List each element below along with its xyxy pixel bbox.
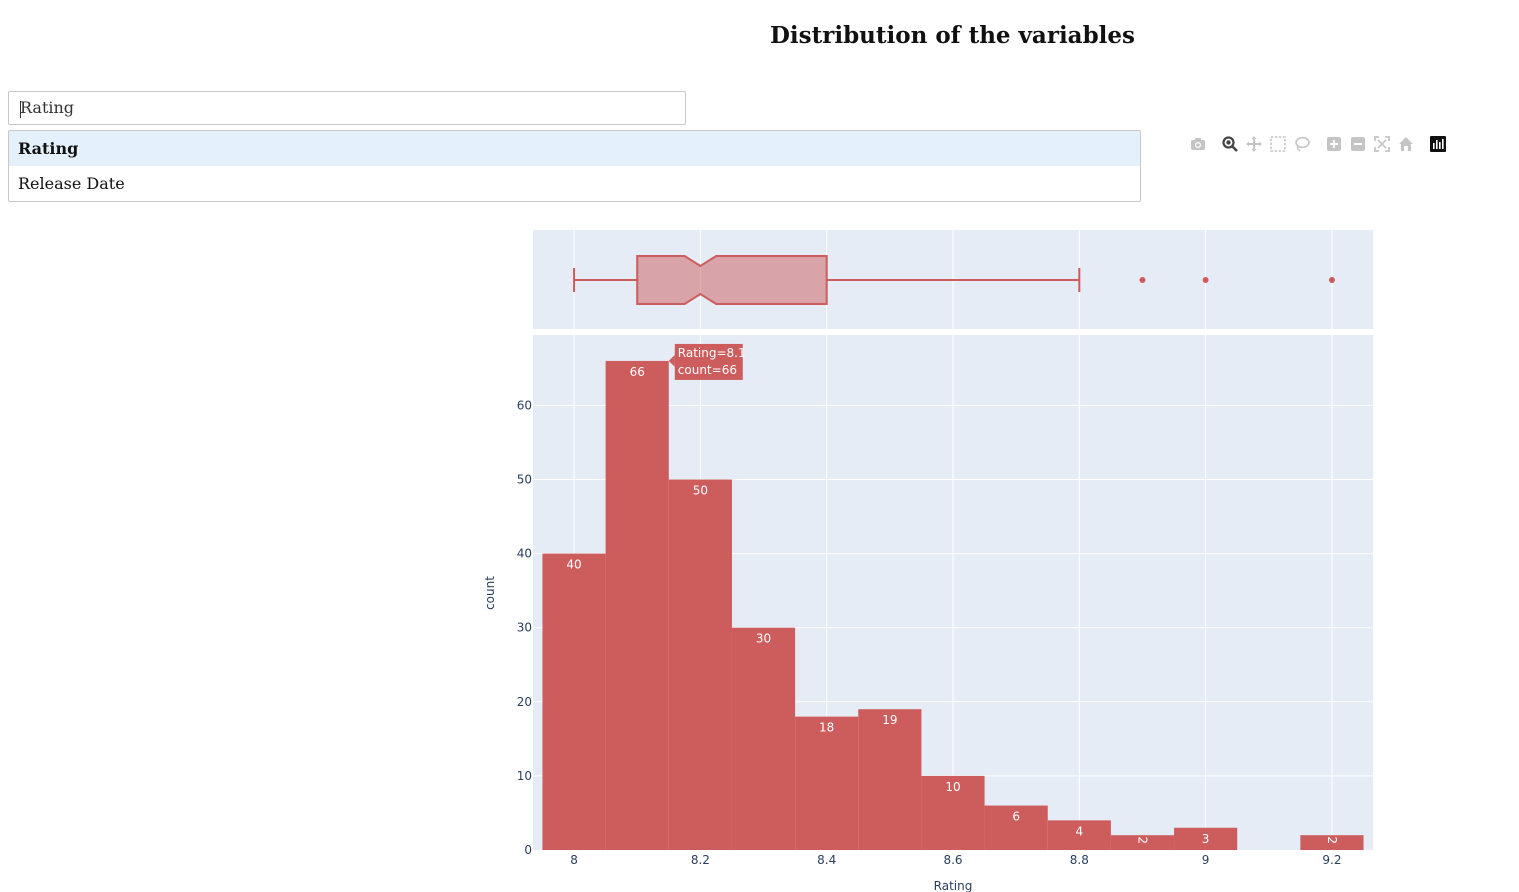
y-tick-label: 60 (517, 398, 532, 412)
dropdown-value: Rating (20, 98, 75, 117)
box-outlier-point (1139, 277, 1146, 283)
tooltip-line-rating: Rating=8.1 (678, 346, 746, 360)
camera-icon[interactable] (1190, 136, 1206, 152)
page-title: Distribution of the variables (769, 22, 1135, 49)
bar-value-label: 40 (566, 558, 581, 572)
bar-value-label: 30 (756, 632, 771, 646)
tooltip-pointer (668, 354, 675, 367)
lasso-select-icon[interactable] (1294, 136, 1310, 152)
bar-value-label: 6 (1012, 810, 1020, 824)
tooltip-line-count: count=66 (678, 363, 737, 377)
bar-value-label: 19 (882, 713, 897, 727)
zoom-in-icon[interactable] (1326, 136, 1342, 152)
bar-value-label: 18 (819, 721, 834, 735)
zoom-out-icon[interactable] (1350, 136, 1366, 152)
y-tick-label: 40 (517, 547, 532, 561)
box-body (636, 255, 828, 305)
x-tick-label: 8.8 (1070, 853, 1089, 867)
bar-value-label: 2 (1135, 836, 1149, 844)
dropdown-menu: Rating Release Date (8, 130, 1141, 202)
x-tick-label: 8.2 (691, 853, 710, 867)
y-tick-label: 10 (517, 769, 532, 783)
box-outlier-point (1328, 277, 1335, 283)
dropdown-option-release-date[interactable]: Release Date (18, 174, 125, 193)
y-tick-label: 50 (517, 472, 532, 486)
x-tick-label: 8 (570, 853, 578, 867)
histogram-bar (795, 716, 859, 850)
plotly-logo-icon[interactable] (1430, 136, 1446, 152)
x-axis-title: Rating (934, 879, 973, 892)
histogram-bar (1047, 820, 1111, 850)
box-outlier-point (1202, 277, 1209, 283)
zoom-icon[interactable] (1222, 136, 1238, 152)
bar-value-label: 66 (630, 365, 645, 379)
histogram-bar (921, 775, 985, 850)
histogram-bar (668, 479, 732, 850)
boxplot (573, 255, 1335, 305)
histogram-bar (984, 805, 1048, 850)
dropdown-option-rating[interactable]: Rating (9, 131, 1140, 166)
box-select-icon[interactable] (1270, 136, 1286, 152)
x-tick-label: 9 (1202, 853, 1210, 867)
bar-value-label: 2 (1325, 836, 1339, 844)
variable-dropdown-input[interactable]: Rating (8, 91, 686, 125)
bar-value-label: 4 (1075, 824, 1083, 838)
histogram-bar (1174, 827, 1238, 850)
histogram-bar (1110, 835, 1175, 850)
x-tick-label: 8.6 (943, 853, 962, 867)
histogram-bars: 40 66 50 30 18 19 10 6 4 2 3 2 (542, 360, 1364, 850)
y-tick-label: 30 (517, 621, 532, 635)
y-tick-label: 20 (517, 695, 532, 709)
histogram-bar (605, 360, 669, 850)
bar-value-label: 10 (945, 780, 960, 794)
bar-value-label: 50 (693, 483, 708, 497)
histogram-bar (858, 709, 922, 850)
bar-value-label: 3 (1202, 832, 1210, 846)
hover-tooltip: Rating=8.1 count=66 (668, 343, 746, 380)
autoscale-icon[interactable] (1374, 136, 1390, 152)
x-tick-label: 9.2 (1322, 853, 1341, 867)
histogram-bar (1300, 835, 1364, 850)
y-tick-label: 0 (524, 843, 532, 857)
axis-ticks: 8 8.2 8.4 8.6 8.8 9 9.2 0 10 20 30 40 50 60 (517, 398, 1342, 867)
histogram-bar (542, 553, 606, 850)
histogram-bar (731, 627, 796, 850)
tooltip-box (674, 343, 743, 380)
reset-axes-icon[interactable] (1398, 136, 1414, 152)
x-tick-label: 8.4 (817, 853, 836, 867)
y-axis-title: count (483, 576, 497, 610)
pan-icon[interactable] (1246, 136, 1262, 152)
text-caret (20, 101, 21, 118)
